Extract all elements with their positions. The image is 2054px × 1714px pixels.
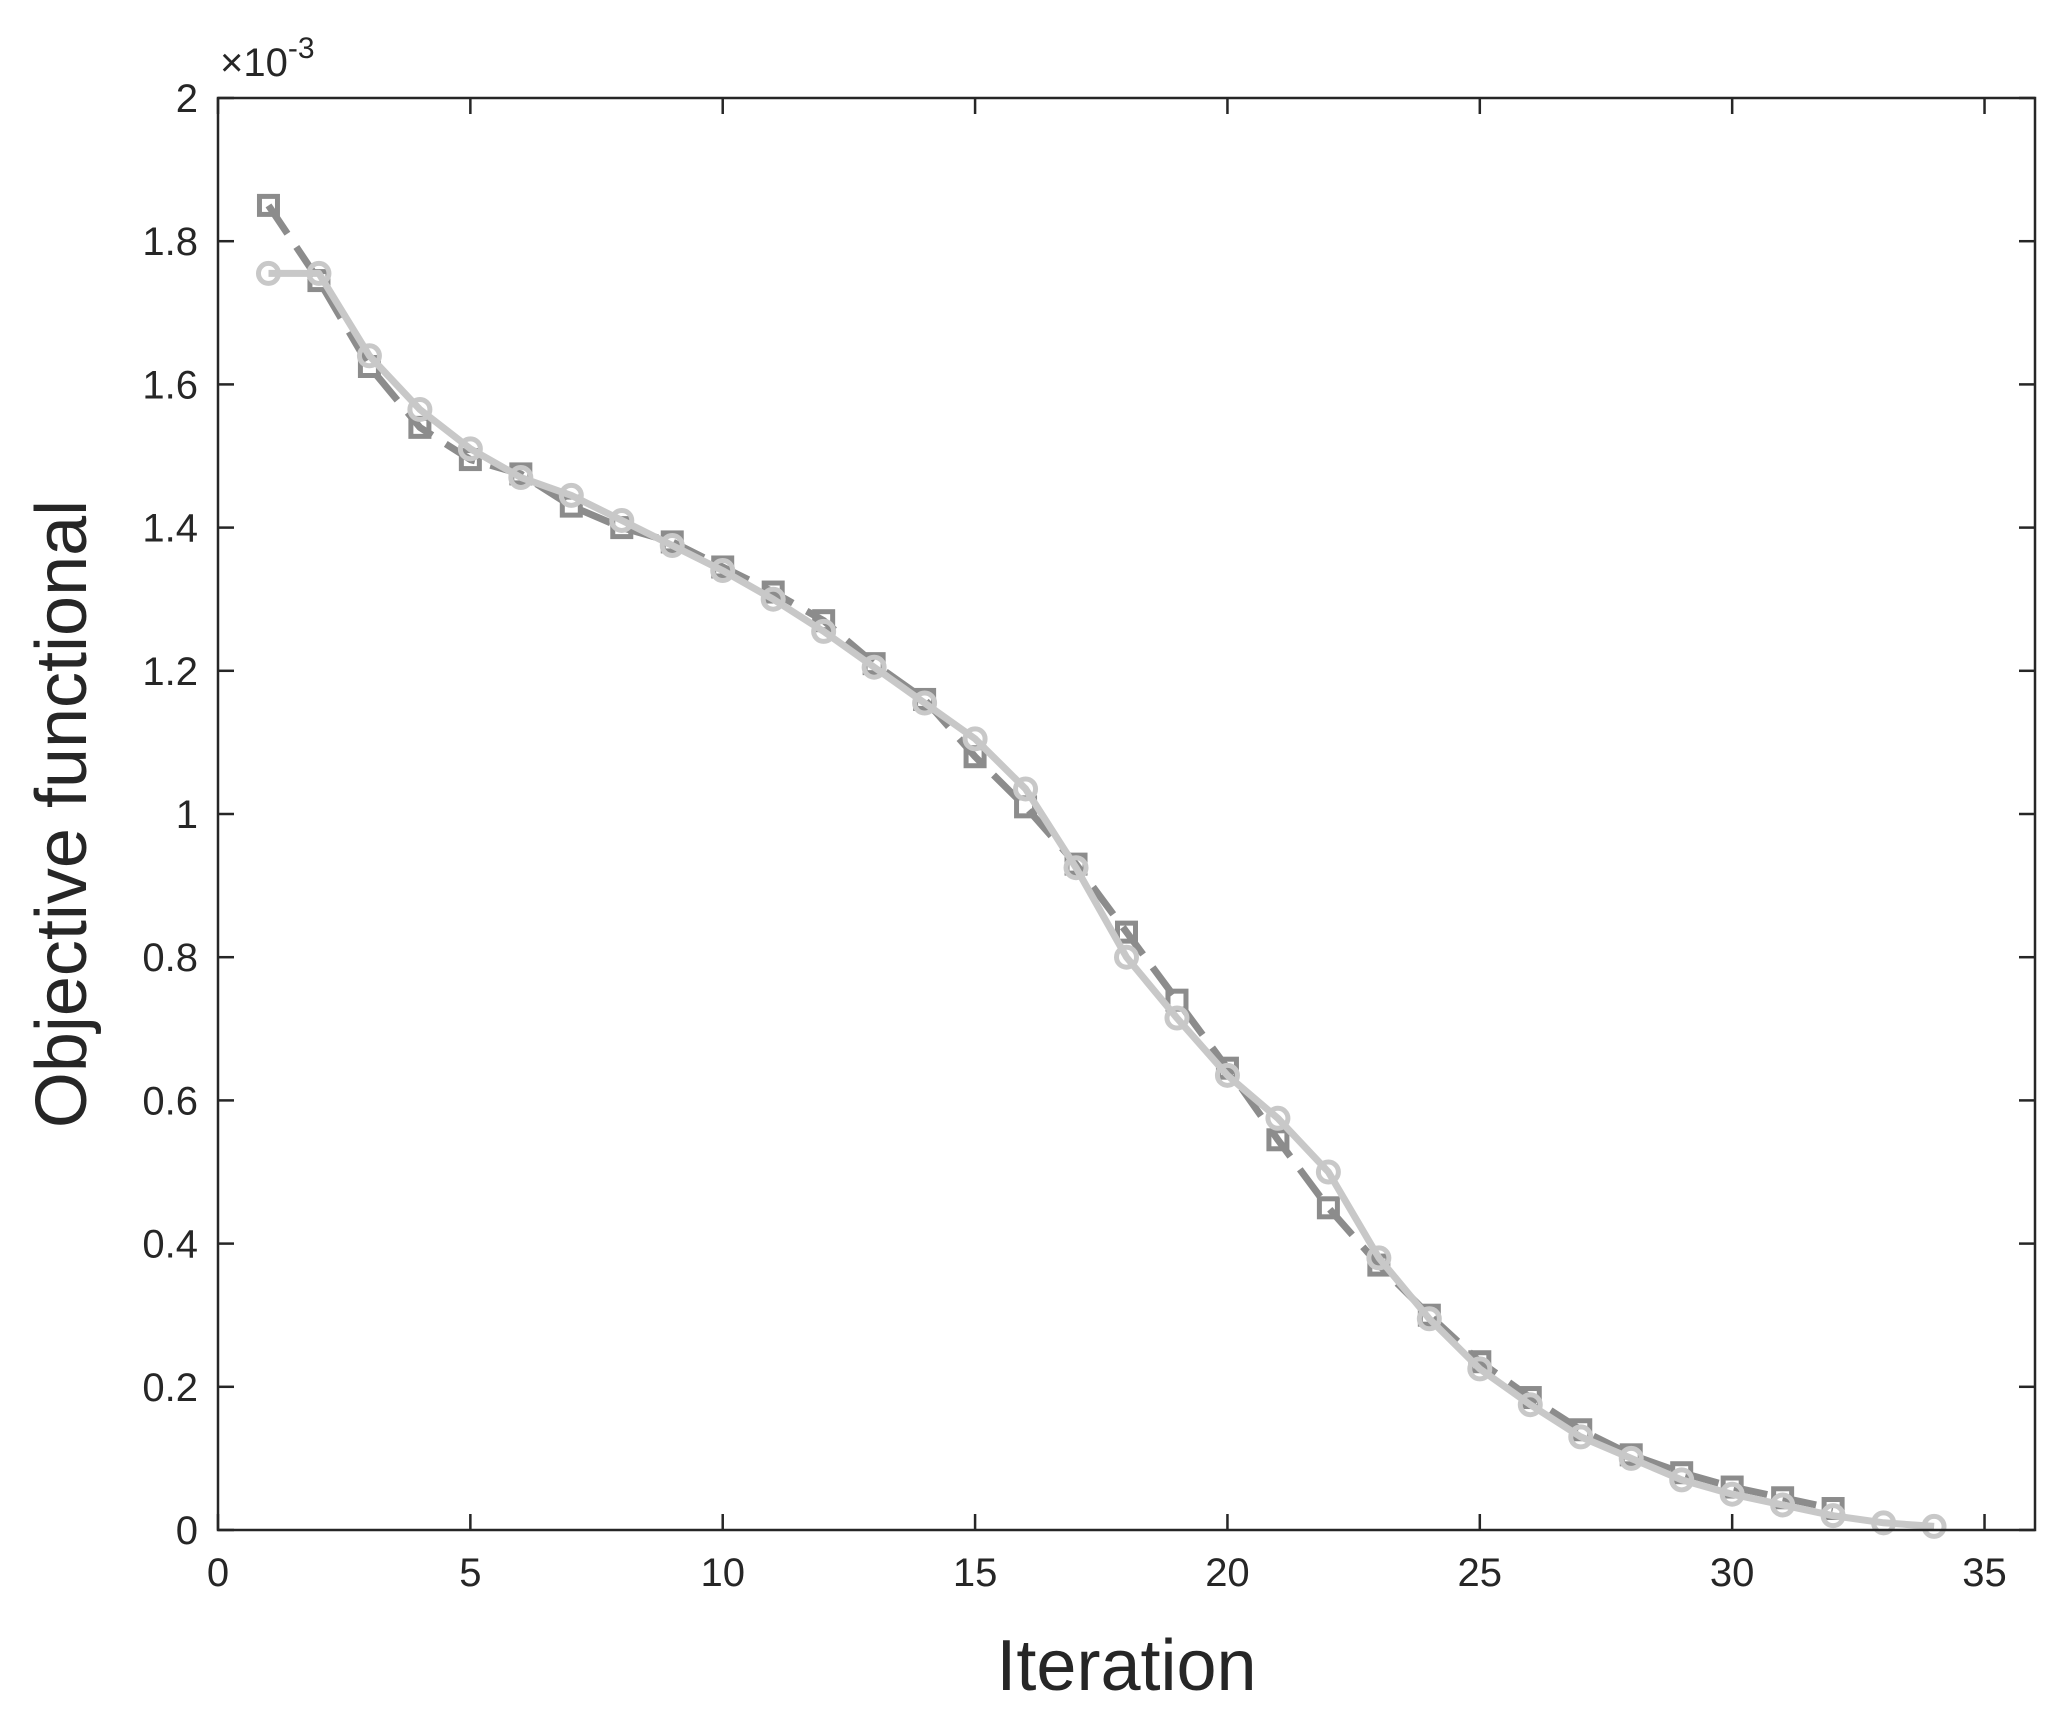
circle-marker [1467,1356,1493,1382]
y-tick-label: 2 [176,77,198,121]
y-axis-title: Objective functional [22,500,102,1128]
circle-marker [1921,1513,1947,1539]
circle-marker [1568,1424,1594,1450]
circle-marker [1719,1481,1745,1507]
circle-marker [912,690,938,716]
circle-marker [1517,1392,1543,1418]
circle-marker [356,343,382,369]
square-marker [1316,1196,1340,1220]
y-tick-label: 0.8 [142,936,198,980]
x-tick-label: 35 [1962,1551,2007,1595]
circle-marker [760,586,786,612]
y-tick-label: 0 [176,1509,198,1553]
circle-marker [558,482,584,508]
x-tick-label: 5 [459,1551,481,1595]
circle-marker [609,507,635,533]
circle-marker [1416,1306,1442,1332]
circle-marker [407,396,433,422]
circle-marker [811,618,837,644]
x-tick-label: 30 [1710,1551,1755,1595]
y-exponent-power: -3 [288,32,315,65]
circle-marker [457,436,483,462]
circle-marker [1366,1245,1392,1271]
series-1 [256,193,1845,1521]
circle-marker [861,654,887,680]
x-tick-label: 15 [953,1551,998,1595]
x-tick-label: 10 [700,1551,745,1595]
circle-marker [962,726,988,752]
series-line [268,269,1935,1530]
square-marker [1115,920,1138,944]
ticks-layer [216,96,2035,1532]
circle-marker [306,260,332,286]
y-exponent-label: ×10-3 [220,32,315,85]
x-tick-label: 0 [207,1551,229,1595]
y-tick-label: 1 [176,793,198,837]
circle-marker [1013,776,1039,802]
square-marker [256,193,280,217]
circle-marker [710,558,736,584]
x-axis-title: Iteration [996,1626,1256,1706]
y-tick-label: 0.2 [142,1366,198,1410]
x-tick-label: 25 [1458,1551,1503,1595]
y-tick-label: 1.6 [142,363,198,407]
circle-marker [1114,944,1139,970]
circle-marker [1315,1159,1341,1185]
circle-marker [1265,1105,1291,1131]
circle-marker [1871,1510,1897,1536]
circle-marker [659,533,685,558]
y-exponent-base: ×10 [220,41,288,85]
series-2 [255,260,1947,1539]
circle-marker [508,464,534,490]
y-tick-label: 0.4 [142,1223,198,1267]
y-tick-label: 1.4 [142,507,198,551]
series-layer [255,193,1947,1539]
circle-marker [1770,1492,1796,1518]
y-tick-label: 0.6 [142,1079,198,1123]
circle-marker [1214,1062,1240,1088]
circle-marker [1164,1005,1190,1031]
circle-marker [1669,1467,1695,1493]
circle-marker [1618,1445,1644,1471]
circle-marker [1063,855,1089,881]
circle-marker [1820,1503,1846,1529]
x-tick-label: 20 [1205,1551,1250,1595]
circle-marker [255,260,281,286]
y-tick-label: 1.8 [142,220,198,264]
y-tick-label: 1.2 [142,650,198,694]
labels-layer: 0 5 10 15 20 25 30 35 0 0.2 0.4 0.6 0.8 1 1.2 1.4 1.6 1.8… [142,77,2006,1595]
